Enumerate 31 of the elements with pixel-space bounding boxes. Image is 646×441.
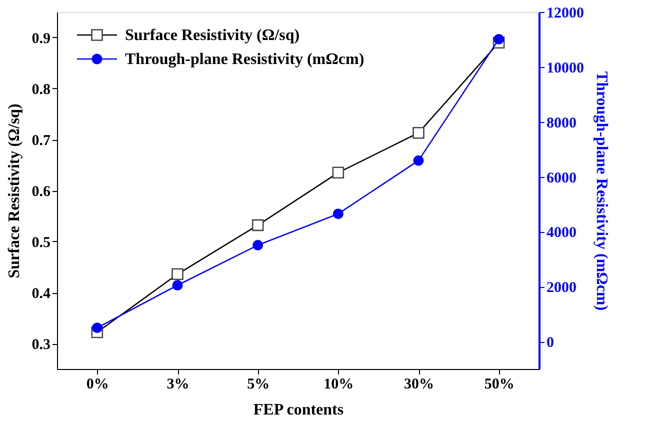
y-tick-label: 0.5 xyxy=(32,235,50,251)
x-tick-label: 5% xyxy=(247,376,270,392)
y2-tick-label: 12000 xyxy=(546,6,584,22)
point xyxy=(172,280,183,290)
y-tick-label: 0.6 xyxy=(32,184,51,200)
y2-tick-label: 8000 xyxy=(546,115,576,132)
x-tick-label: 50% xyxy=(484,376,514,392)
x-tick-label: 3% xyxy=(166,376,190,392)
y-tick-label: 0.3 xyxy=(32,337,50,353)
point xyxy=(494,34,504,44)
x-tick-label: 0% xyxy=(86,376,109,392)
y2-tick-label: 2000 xyxy=(546,280,576,296)
y-tick-label: 0.4 xyxy=(32,286,51,302)
point xyxy=(92,322,102,334)
x-axis-title: FEP contents xyxy=(253,402,344,418)
y2-tick-label: 6000 xyxy=(546,170,576,186)
legend-label: Surface Resistivity (Ω/sq) xyxy=(125,27,300,44)
x-tick-label: 30% xyxy=(404,376,434,392)
point xyxy=(252,240,264,250)
y2-tick-label: 10000 xyxy=(546,60,584,76)
legend-label: Through-plane Resistivity (mΩcm) xyxy=(125,51,364,68)
point xyxy=(332,208,344,220)
y-axis-title: Surface Resistivity (Ω/sq) xyxy=(6,104,23,278)
y-tick-label: 0.7 xyxy=(32,133,51,149)
y2-tick-label: 0 xyxy=(546,335,554,352)
point xyxy=(413,155,424,166)
y2-tick-label: 4000 xyxy=(546,225,576,242)
x-tick-label: 10% xyxy=(324,376,354,392)
y-tick-label: 0.9 xyxy=(32,31,50,47)
y2-axis-title: Through-plane Resistivity (mΩcm) xyxy=(593,71,610,311)
y-tick-label: 0.8 xyxy=(32,82,50,98)
